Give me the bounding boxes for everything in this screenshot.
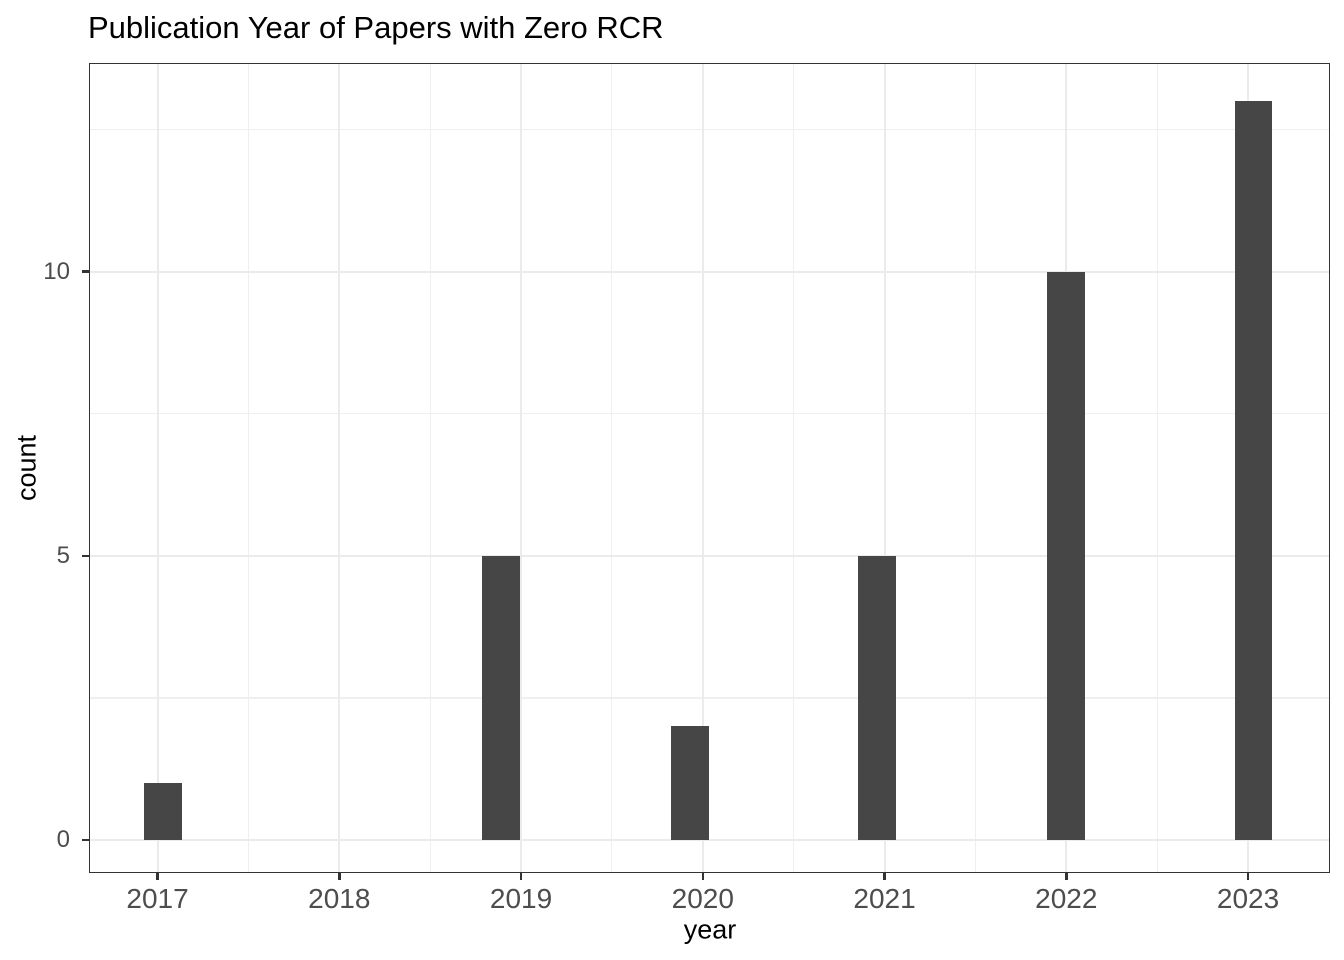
y-minor-gridline [89,697,1330,699]
y-minor-gridline [89,413,1330,415]
bar-2023 [1234,101,1273,841]
x-tick-mark [1065,873,1068,880]
x-minor-gridline [611,63,613,873]
x-tick-label-2020: 2020 [671,883,734,914]
y-tick-mark [82,838,89,842]
y-tick-label-0: 0 [56,826,70,854]
x-tick-label-2022: 2022 [1035,883,1098,914]
chart-title: Publication Year of Papers with Zero RCR [88,10,664,45]
y-tick-label-10: 10 [43,257,70,285]
x-major-gridline [701,63,704,873]
x-tick-label-2017: 2017 [126,883,189,914]
y-tick-mark [82,270,89,273]
x-tick-mark [338,873,341,880]
panel-border [89,63,1330,873]
bar-2017 [144,783,182,841]
x-minor-gridline [974,63,976,873]
bar-2022 [1047,271,1086,841]
x-major-gridline [156,63,159,873]
x-tick-label-2018: 2018 [308,883,371,914]
x-tick-mark [519,873,523,880]
y-axis-title: count [11,434,42,502]
bar-2019 [482,555,520,841]
bar-2020 [671,726,709,841]
x-tick-label-2021: 2021 [853,883,916,914]
x-axis-title: year [683,914,737,945]
plot-panel [89,63,1330,873]
x-tick-mark [156,873,159,880]
x-tick-mark [883,873,886,880]
x-minor-gridline [429,63,431,873]
bar-2021 [858,555,897,841]
y-major-gridline [89,554,1330,557]
x-tick-label-2023: 2023 [1216,883,1280,914]
x-tick-label-2019: 2019 [489,883,553,914]
x-minor-gridline [793,63,795,873]
y-tick-label-5: 5 [56,541,70,569]
x-major-gridline [883,63,886,873]
x-minor-gridline [247,63,249,873]
x-major-gridline [520,63,523,873]
y-minor-gridline [89,128,1330,131]
x-major-gridline [338,63,341,873]
x-minor-gridline [1156,63,1158,873]
y-major-gridline [89,270,1330,273]
y-tick-mark [82,554,89,558]
x-tick-mark [701,873,705,880]
x-tick-mark [1246,873,1250,880]
y-major-gridline [89,839,1330,842]
